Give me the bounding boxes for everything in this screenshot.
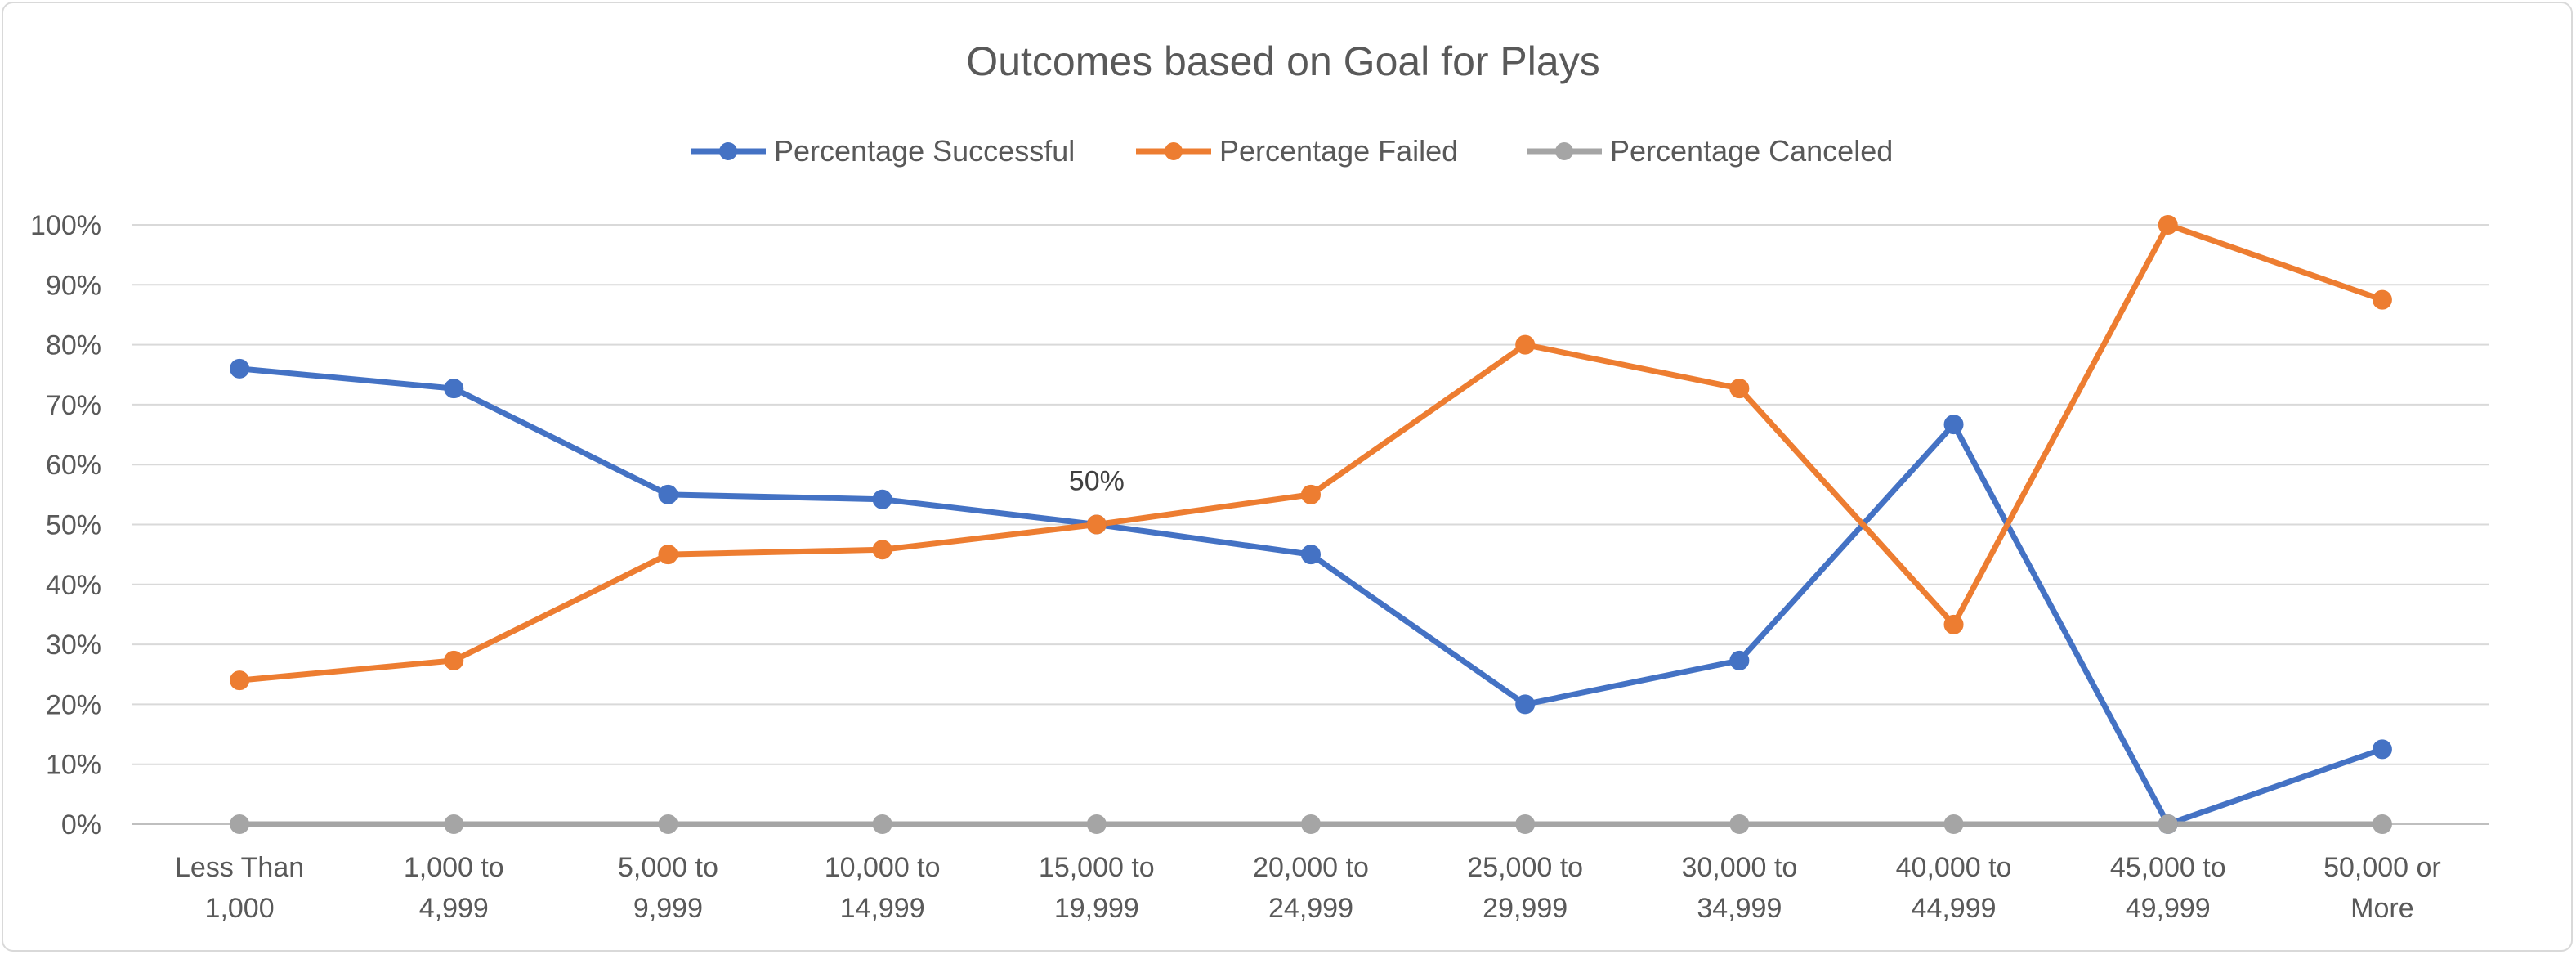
data-point (2158, 215, 2178, 235)
data-point (658, 814, 678, 834)
x-tick-label: Less Than 1,000 (175, 852, 304, 924)
data-point (230, 814, 250, 834)
data-label: 50% (1069, 466, 1125, 497)
data-point (230, 358, 250, 379)
data-point (872, 814, 892, 834)
x-tick-label: 1,000 to 4,999 (404, 852, 504, 924)
y-tick-label: 100% (30, 210, 101, 241)
x-tick-label: 25,000 to 29,999 (1467, 852, 1583, 924)
x-tick-label: 50,000 or More (2323, 852, 2441, 924)
series-points (230, 215, 2392, 834)
data-point (1515, 334, 1536, 355)
legend-swatch-marker (1165, 142, 1183, 160)
gridlines (132, 224, 2489, 825)
x-tick-label: 5,000 to 9,999 (618, 852, 718, 924)
data-point (2372, 739, 2392, 760)
legend-label: Percentage Successful (774, 134, 1075, 168)
legend-item: Percentage Successful (691, 134, 1075, 168)
y-tick-label: 0% (61, 809, 101, 841)
data-point (2372, 814, 2392, 834)
chart-title: Outcomes based on Goal for Plays (966, 38, 1599, 84)
data-point (1515, 694, 1536, 715)
x-tick-label: 10,000 to 14,999 (825, 852, 941, 924)
data-point (658, 484, 678, 504)
y-tick-label: 90% (46, 270, 101, 301)
y-tick-label: 50% (46, 510, 101, 541)
data-labels: 50% (1069, 466, 1125, 497)
data-point (658, 545, 678, 565)
legend-item: Percentage Failed (1136, 134, 1458, 168)
legend-label: Percentage Canceled (1610, 134, 1893, 168)
y-axis: 0% 10% 20% 30% 40% 50% 60% 70% 80% 90% 100% (30, 210, 101, 841)
data-point (1301, 814, 1321, 834)
data-point (872, 489, 892, 509)
data-point (2158, 814, 2178, 834)
data-point (1943, 415, 1964, 435)
data-point (444, 650, 464, 670)
x-tick-label: 40,000 to 44,999 (1896, 852, 2012, 924)
data-point (1301, 484, 1321, 504)
y-tick-label: 60% (46, 450, 101, 481)
legend: Percentage Successful Percentage Failed Pe… (691, 134, 1893, 168)
data-point (1729, 379, 1750, 399)
y-tick-label: 20% (46, 689, 101, 720)
y-tick-label: 30% (46, 630, 101, 661)
data-point (444, 379, 464, 399)
x-tick-label: 20,000 to 24,999 (1253, 852, 1369, 924)
data-point (1086, 814, 1107, 834)
legend-label: Percentage Failed (1219, 134, 1458, 168)
y-tick-label: 80% (46, 330, 101, 361)
data-point (1515, 814, 1536, 834)
data-point (1729, 650, 1750, 670)
series-line-0 (239, 365, 2384, 827)
data-point (1943, 614, 1964, 634)
data-point (1086, 514, 1107, 535)
data-point (872, 540, 892, 560)
data-point (230, 670, 250, 691)
data-point (444, 814, 464, 834)
legend-swatch-marker (1555, 142, 1573, 160)
data-point (1301, 545, 1321, 565)
series-line-1 (239, 222, 2384, 684)
legend-item: Percentage Canceled (1527, 134, 1893, 168)
x-tick-label: 15,000 to 19,999 (1039, 852, 1155, 924)
x-tick-label: 30,000 to 34,999 (1681, 852, 1797, 924)
y-tick-label: 40% (46, 570, 101, 601)
data-point (1943, 814, 1964, 834)
x-axis: Less Than 1,000 1,000 to 4,999 5,000 to 9,999… (175, 852, 2441, 924)
data-point (2372, 289, 2392, 310)
legend-swatch-marker (719, 142, 737, 160)
y-tick-label: 10% (46, 750, 101, 781)
y-tick-label: 70% (46, 390, 101, 421)
data-point (1729, 814, 1750, 834)
x-tick-label: 45,000 to 49,999 (2110, 852, 2226, 924)
